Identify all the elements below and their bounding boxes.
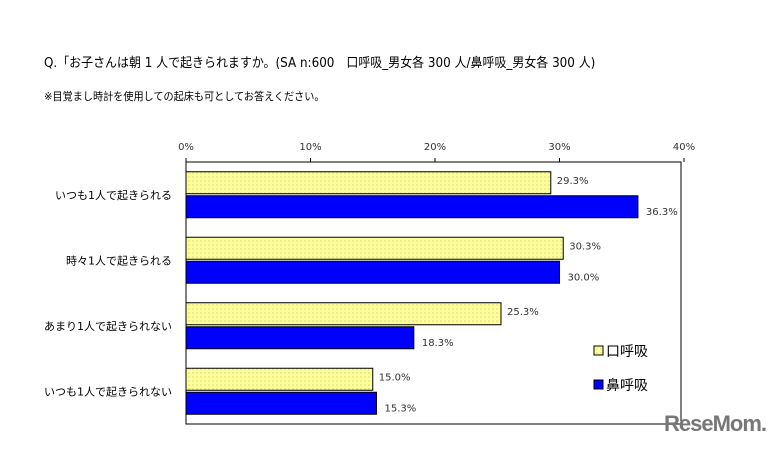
bar-nasal xyxy=(185,195,639,219)
x-tick-label: 30% xyxy=(548,142,570,153)
category-label: いつも1人で起きられる xyxy=(55,189,172,202)
data-label: 29.3% xyxy=(557,176,589,187)
bar-mouth xyxy=(185,236,564,260)
chart-subtitle: ※目覚まし時計を使用しての起床も可としてお答えください。 xyxy=(44,90,325,103)
data-label: 30.3% xyxy=(569,241,601,252)
category-label: 時々1人で起きられる xyxy=(66,254,172,267)
bar-mouth xyxy=(185,171,552,195)
data-label: 15.0% xyxy=(379,372,411,383)
legend-label: 鼻呼吸 xyxy=(606,377,648,394)
data-label: 25.3% xyxy=(507,307,539,318)
data-label: 15.3% xyxy=(384,403,416,414)
bar-mouth xyxy=(185,367,374,391)
plot-area xyxy=(185,161,682,425)
x-tick-label: 0% xyxy=(178,142,194,153)
legend-swatch xyxy=(593,345,604,356)
bar-nasal xyxy=(185,260,560,284)
data-label: 18.3% xyxy=(422,338,454,349)
bar-mouth xyxy=(185,302,502,326)
x-tick-label: 40% xyxy=(673,142,695,153)
legend-swatch xyxy=(593,379,604,390)
legend-label: 口呼吸 xyxy=(606,344,648,360)
chart-title: Q.「お子さんは朝 1 人で起きられますか。(SA n:600 口呼吸_男女各 … xyxy=(44,56,596,71)
category-label: いつも1人で起きられない xyxy=(44,385,172,398)
bar-nasal xyxy=(185,326,415,350)
data-label: 30.0% xyxy=(568,272,600,283)
category-label: あまり1人で起きられない xyxy=(44,320,172,333)
resemom-logo: ReseMom. xyxy=(664,411,767,436)
bar-nasal xyxy=(185,391,377,415)
data-label: 36.3% xyxy=(646,207,678,218)
x-tick-label: 20% xyxy=(424,142,446,153)
x-tick-label: 10% xyxy=(299,142,321,153)
